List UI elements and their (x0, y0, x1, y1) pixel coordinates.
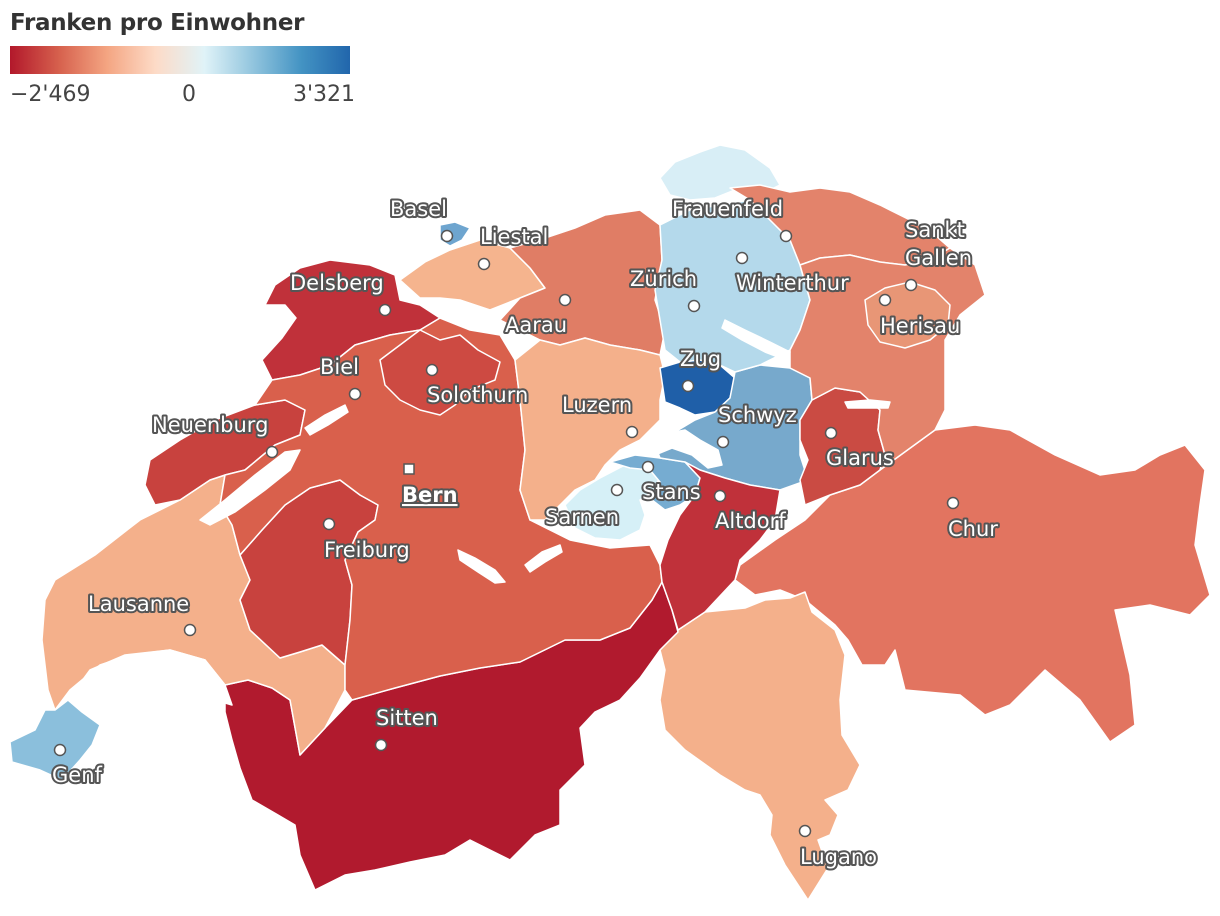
city-dot-delsberg (378, 303, 392, 317)
city-label-glarus: Glarus (826, 446, 894, 470)
city-label-herisau: Herisau (880, 314, 960, 338)
city-dot-freiburg (322, 517, 336, 531)
city-label-biel: Biel (320, 355, 359, 379)
lake-neuchatel (199, 449, 301, 526)
city-dot-sarnen (610, 483, 624, 497)
city-label-aarau: Aarau (505, 313, 567, 337)
city-dot-herisau (878, 293, 892, 307)
city-dot-liestal (477, 257, 491, 271)
city-dot-stans (641, 460, 655, 474)
lake-walen (844, 399, 891, 409)
city-label-sitten: Sitten (376, 706, 438, 730)
city-label-sankt: Sankt (905, 218, 965, 242)
region-obwalden (564, 464, 661, 541)
region-solothurn (379, 329, 501, 416)
lake-geneva (67, 649, 233, 709)
lake-brienz (524, 544, 563, 573)
city-label-freiburg: Freiburg (324, 538, 410, 562)
lake-thun (457, 549, 506, 584)
city-dot-gallen (904, 278, 918, 292)
city-label-genf: Genf (52, 763, 103, 787)
city-dot-luzern (625, 425, 639, 439)
city-dot-basel (440, 229, 454, 243)
city-label-z-rich: Zürich (630, 267, 697, 291)
city-dot-altdorf (713, 489, 727, 503)
legend-zero-label: 0 (182, 82, 196, 107)
color-legend: Franken pro Einwohner −2'469 0 3'321 (10, 10, 355, 112)
city-label-solothurn: Solothurn (427, 383, 528, 407)
city-dot-chur (946, 496, 960, 510)
legend-color-scale (10, 46, 350, 74)
city-label-lugano: Lugano (800, 845, 877, 869)
city-markers: Basel Liestal Delsberg Aarau Frauenfeld Züric… (50, 195, 1000, 871)
lake-lucerne (639, 429, 723, 469)
region-tessin (659, 591, 861, 901)
city-label-sarnen: Sarnen (545, 505, 619, 529)
legend-tick-labels: −2'469 0 3'321 (10, 82, 355, 112)
region-luzern (514, 337, 666, 521)
city-label-frauenfeld: Frauenfeld (672, 197, 783, 221)
city-dot-biel (348, 387, 362, 401)
lake-biel (304, 404, 349, 436)
city-dot-schwyz (716, 435, 730, 449)
city-label-gallen: Gallen (905, 246, 972, 270)
city-label-bern: Bern (402, 483, 458, 507)
city-label-luzern: Luzern (562, 393, 632, 417)
city-dot-lausanne (183, 623, 197, 637)
city-dot-winterthur (735, 251, 749, 265)
region-uri (659, 461, 781, 631)
city-dot-aarau (558, 293, 572, 307)
city-dot-zug (681, 379, 695, 393)
city-label-basel: Basel (390, 197, 447, 221)
city-dot-z-rich (687, 299, 701, 313)
city-label-winterthur: Winterthur (736, 271, 849, 295)
region-graubuenden (734, 424, 1211, 743)
city-dot-lugano (798, 824, 812, 838)
city-label-liestal: Liestal (480, 225, 548, 249)
city-label-neuenburg: Neuenburg (152, 413, 268, 437)
city-label-schwyz: Schwyz (718, 403, 797, 427)
city-label-stans: Stans (642, 480, 701, 504)
legend-max-label: 3'321 (292, 82, 355, 107)
region-genf (9, 699, 101, 781)
city-label-zug: Zug (680, 347, 721, 371)
legend-title: Franken pro Einwohner (10, 10, 305, 36)
capital-marker-bern (403, 463, 415, 475)
city-dot-sitten (374, 738, 388, 752)
city-label-lausanne: Lausanne (88, 592, 189, 616)
lake-zurich (721, 319, 791, 361)
city-label-delsberg: Delsberg (290, 271, 384, 295)
city-dot-genf (53, 743, 67, 757)
city-dot-frauenfeld (779, 229, 793, 243)
city-dot-solothurn (425, 363, 439, 377)
city-label-altdorf: Altdorf (715, 509, 786, 533)
city-dot-neuenburg (265, 445, 279, 459)
legend-min-label: −2'469 (10, 82, 91, 107)
city-label-chur: Chur (948, 517, 998, 541)
city-dot-glarus (824, 426, 838, 440)
